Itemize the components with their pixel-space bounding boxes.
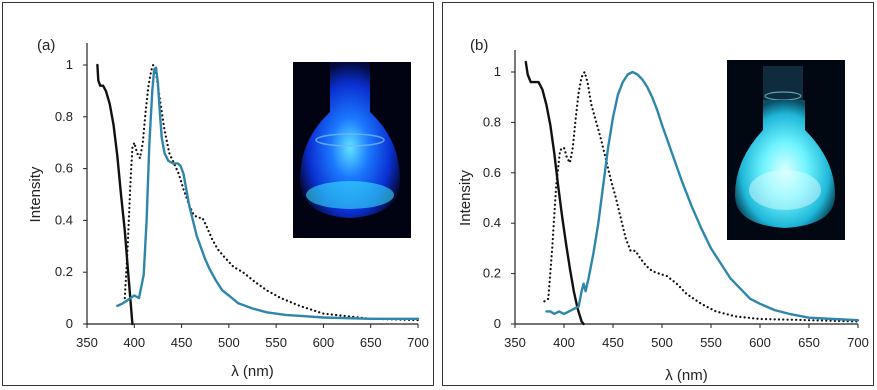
x-tick-label: 550 (265, 335, 287, 350)
series-line-solid-black (524, 60, 585, 326)
inset-photo-a (293, 62, 411, 238)
x-tick-label: 550 (700, 335, 722, 350)
x-tick-label: 500 (651, 335, 673, 350)
y-tick-label: 0 (494, 316, 501, 331)
y-tick-label: 0.4 (55, 212, 73, 227)
x-tick-label: 700 (847, 335, 869, 350)
x-axis-title: λ (nm) (231, 363, 274, 380)
x-tick-label: 450 (602, 335, 624, 350)
y-axis-title: Intensity (27, 166, 44, 222)
panel-label: (a) (37, 37, 55, 54)
y-tick-label: 0.8 (483, 114, 501, 129)
y-tick-label: 0 (66, 316, 73, 331)
x-tick-label: 650 (798, 335, 820, 350)
y-tick-label: 0.4 (483, 215, 501, 230)
inset-photo-b (727, 60, 845, 240)
y-axis-title: Intensity (457, 170, 474, 226)
x-tick-label: 350 (504, 335, 526, 350)
y-tick-label: 0.2 (55, 264, 73, 279)
x-tick-label: 650 (360, 335, 382, 350)
series-line-dotted-black (543, 70, 860, 323)
x-tick-label: 350 (76, 335, 98, 350)
y-tick-label: 0.2 (483, 266, 501, 281)
x-tick-label: 600 (749, 335, 771, 350)
y-tick-label: 0.6 (55, 161, 73, 176)
panel-label: (b) (470, 37, 488, 54)
y-tick-label: 1 (494, 64, 501, 79)
plot-a: 0 0.2 0.4 0.6 0.8 1 350 400 450 500 550 600 650 700 (a… (27, 37, 429, 380)
x-tick-label: 700 (407, 335, 429, 350)
x-axis-title: λ (nm) (665, 367, 708, 384)
x-tick-label: 500 (218, 335, 240, 350)
x-tick-label: 400 (553, 335, 575, 350)
series-line-solid-black (96, 63, 134, 326)
y-tick-label: 0.8 (55, 109, 73, 124)
x-tick-label: 450 (171, 335, 193, 350)
y-tick-label: 1 (66, 57, 73, 72)
series-line-dotted-black (123, 63, 420, 322)
x-tick-label: 600 (313, 335, 335, 350)
x-tick-label: 400 (123, 335, 145, 350)
plot-b: 0 0.2 0.4 0.6 0.8 1 350 400 450 500 550 600 650 700 (b… (457, 37, 869, 384)
series-line-solid-blue (116, 66, 420, 320)
y-tick-label: 0.6 (483, 165, 501, 180)
series-line-solid-blue (545, 70, 860, 322)
